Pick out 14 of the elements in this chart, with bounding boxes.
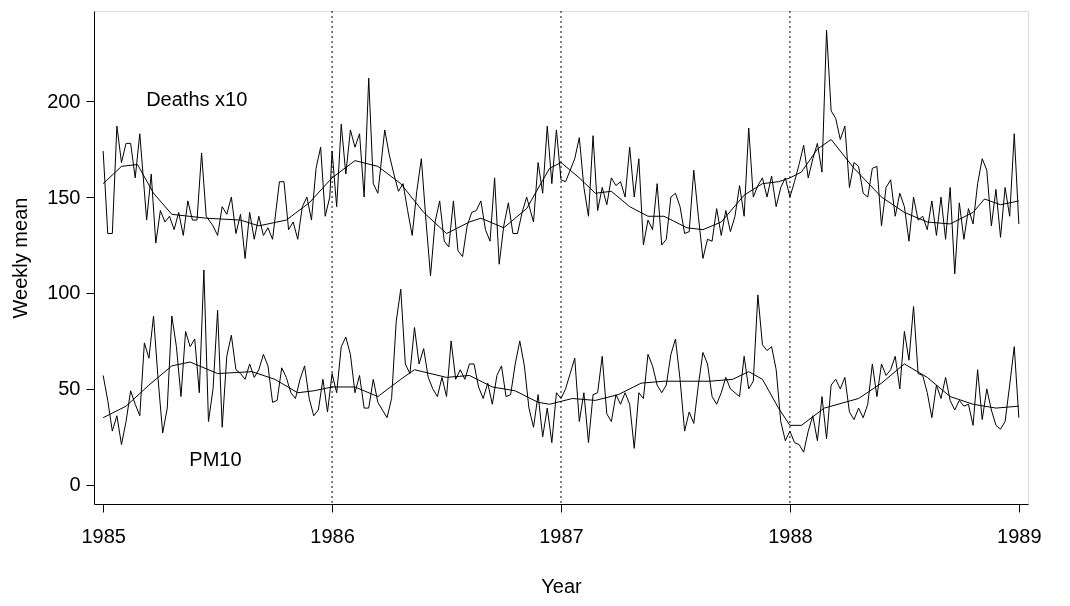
annotation: PM10 — [189, 447, 242, 470]
y-tick-label: 0 — [69, 473, 81, 496]
x-axis-title: Year — [541, 574, 583, 597]
y-tick-label: 50 — [58, 377, 81, 400]
x-tick-label: 1989 — [997, 524, 1042, 547]
y-tick-label: 100 — [47, 281, 81, 304]
x-tick-label: 1987 — [539, 524, 584, 547]
x-tick-label: 1985 — [81, 524, 126, 547]
y-tick-label: 150 — [47, 185, 81, 208]
y-axis-title: Weekly mean — [9, 197, 32, 319]
y-tick-label: 200 — [47, 89, 81, 112]
x-tick-label: 1986 — [310, 524, 355, 547]
x-tick-label: 1988 — [768, 524, 813, 547]
annotation: Deaths x10 — [146, 87, 248, 110]
